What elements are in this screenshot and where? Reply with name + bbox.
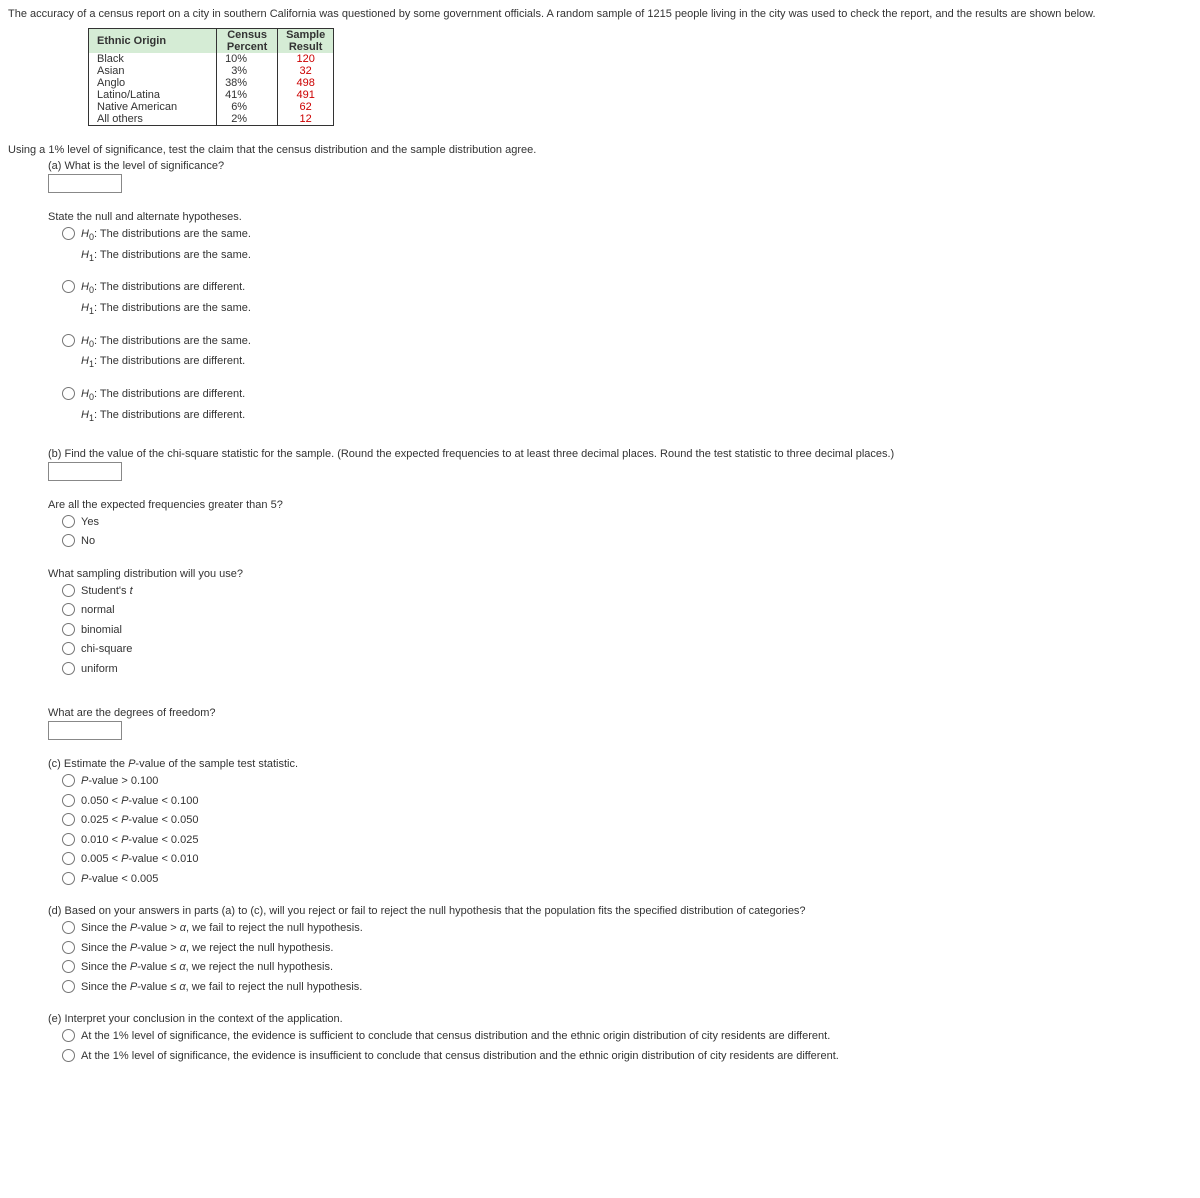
dist-option-0: Student's t — [81, 583, 133, 600]
table-row-origin: Latino/Latina — [89, 89, 217, 101]
table-row-sample: 498 — [278, 77, 334, 89]
table-row-origin: All others — [89, 113, 217, 126]
part-d-question: (d) Based on your answers in parts (a) t… — [48, 905, 1192, 917]
hyp-radio-3[interactable] — [62, 387, 75, 400]
instruction-text: Using a 1% level of significance, test t… — [8, 144, 1192, 156]
reject-radio-1[interactable] — [62, 941, 75, 954]
reject-radio-2[interactable] — [62, 960, 75, 973]
pval-radio-2[interactable] — [62, 813, 75, 826]
dist-option-2: binomial — [81, 622, 122, 639]
dist-option-3: chi-square — [81, 641, 132, 658]
dist-radio-2[interactable] — [62, 623, 75, 636]
freq-option-1: No — [81, 533, 95, 550]
table-row-census: 41% — [217, 89, 278, 101]
pval-option-5: P-value < 0.005 — [81, 871, 158, 888]
dist-radio-1[interactable] — [62, 603, 75, 616]
dist-question: What sampling distribution will you use? — [48, 568, 1192, 580]
hyp-radio-0[interactable] — [62, 227, 75, 240]
table-row-origin: Asian — [89, 65, 217, 77]
reject-radio-0[interactable] — [62, 921, 75, 934]
dist-option-1: normal — [81, 602, 115, 619]
table-row-census: 38% — [217, 77, 278, 89]
hyp-option-2: H0: The distributions are the same.H1: T… — [81, 333, 251, 374]
table-row-census: 3% — [217, 65, 278, 77]
table-row-sample: 120 — [278, 53, 334, 65]
table-row-sample: 491 — [278, 89, 334, 101]
table-row-origin: Anglo — [89, 77, 217, 89]
pval-radio-3[interactable] — [62, 833, 75, 846]
interp-option-1: At the 1% level of significance, the evi… — [81, 1048, 839, 1065]
pval-radio-5[interactable] — [62, 872, 75, 885]
pval-option-4: 0.005 < P-value < 0.010 — [81, 851, 198, 868]
pval-option-3: 0.010 < P-value < 0.025 — [81, 832, 198, 849]
th-origin: Ethnic Origin — [89, 29, 217, 54]
df-input[interactable] — [48, 721, 122, 740]
reject-option-0: Since the P-value > α, we fail to reject… — [81, 920, 363, 937]
interp-option-0: At the 1% level of significance, the evi… — [81, 1028, 830, 1045]
freq-question: Are all the expected frequencies greater… — [48, 499, 1192, 511]
df-question: What are the degrees of freedom? — [48, 707, 1192, 719]
data-table: Ethnic Origin Census Sample Percent Resu… — [88, 28, 334, 126]
hyp-option-1: H0: The distributions are different.H1: … — [81, 279, 251, 320]
freq-radio-0[interactable] — [62, 515, 75, 528]
pval-radio-1[interactable] — [62, 794, 75, 807]
pval-option-1: 0.050 < P-value < 0.100 — [81, 793, 198, 810]
th-census-2: Percent — [217, 41, 278, 53]
part-e-question: (e) Interpret your conclusion in the con… — [48, 1013, 1192, 1025]
interp-radio-1[interactable] — [62, 1049, 75, 1062]
dist-radio-3[interactable] — [62, 642, 75, 655]
intro-text: The accuracy of a census report on a cit… — [8, 8, 1192, 20]
chi-square-input[interactable] — [48, 462, 122, 481]
table-row-census: 10% — [217, 53, 278, 65]
hyp-option-0: H0: The distributions are the same.H1: T… — [81, 226, 251, 267]
pval-option-2: 0.025 < P-value < 0.050 — [81, 812, 198, 829]
part-c-question: (c) Estimate the P-value of the sample t… — [48, 758, 1192, 770]
table-row-census: 2% — [217, 113, 278, 126]
pval-radio-4[interactable] — [62, 852, 75, 865]
th-sample-1: Sample — [278, 29, 334, 42]
reject-option-2: Since the P-value ≤ α, we reject the nul… — [81, 959, 333, 976]
hyp-radio-1[interactable] — [62, 280, 75, 293]
reject-option-3: Since the P-value ≤ α, we fail to reject… — [81, 979, 362, 996]
dist-radio-0[interactable] — [62, 584, 75, 597]
pval-option-0: P-value > 0.100 — [81, 773, 158, 790]
part-a-question: (a) What is the level of significance? — [48, 160, 1192, 172]
freq-option-0: Yes — [81, 514, 99, 531]
table-row-origin: Native American — [89, 101, 217, 113]
dist-option-4: uniform — [81, 661, 118, 678]
table-row-sample: 32 — [278, 65, 334, 77]
dist-radio-4[interactable] — [62, 662, 75, 675]
reject-radio-3[interactable] — [62, 980, 75, 993]
pval-radio-0[interactable] — [62, 774, 75, 787]
data-table-wrap: Ethnic Origin Census Sample Percent Resu… — [88, 28, 1192, 126]
th-sample-2: Result — [278, 41, 334, 53]
table-row-origin: Black — [89, 53, 217, 65]
significance-input[interactable] — [48, 174, 122, 193]
table-row-sample: 12 — [278, 113, 334, 126]
hyp-radio-2[interactable] — [62, 334, 75, 347]
reject-option-1: Since the P-value > α, we reject the nul… — [81, 940, 333, 957]
table-row-census: 6% — [217, 101, 278, 113]
interp-radio-0[interactable] — [62, 1029, 75, 1042]
hyp-prompt: State the null and alternate hypotheses. — [48, 211, 1192, 223]
freq-radio-1[interactable] — [62, 534, 75, 547]
th-census-1: Census — [217, 29, 278, 42]
table-row-sample: 62 — [278, 101, 334, 113]
hyp-option-3: H0: The distributions are different.H1: … — [81, 386, 245, 427]
part-b-question: (b) Find the value of the chi-square sta… — [48, 448, 1192, 460]
